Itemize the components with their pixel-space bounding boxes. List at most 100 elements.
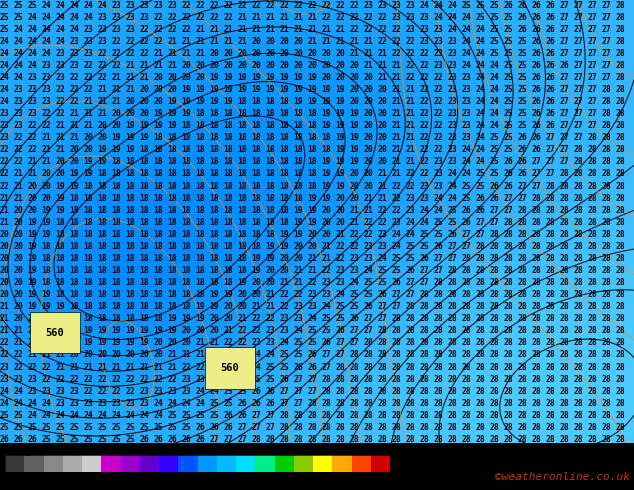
- Text: 24: 24: [27, 49, 37, 58]
- Text: 28: 28: [419, 339, 429, 347]
- Text: 25: 25: [489, 133, 499, 142]
- Text: 18: 18: [223, 278, 233, 287]
- Text: 23: 23: [13, 109, 23, 118]
- Text: 28: 28: [461, 254, 471, 263]
- Text: 23: 23: [153, 0, 163, 9]
- Text: 25: 25: [349, 302, 359, 311]
- Text: 25: 25: [125, 435, 135, 444]
- Text: 22: 22: [307, 278, 317, 287]
- Text: 28: 28: [559, 254, 569, 263]
- Text: 28: 28: [615, 73, 625, 82]
- Text: 25: 25: [97, 423, 107, 432]
- Text: 28: 28: [419, 435, 429, 444]
- Text: 22: 22: [195, 0, 205, 9]
- Text: 22: 22: [279, 302, 289, 311]
- Text: 22: 22: [97, 387, 107, 395]
- Text: 19: 19: [279, 242, 289, 251]
- Text: 18: 18: [195, 133, 205, 142]
- Text: 19: 19: [153, 109, 163, 118]
- Text: 18: 18: [69, 302, 79, 311]
- Text: 28: 28: [447, 326, 457, 335]
- Text: 21: 21: [111, 73, 121, 82]
- Text: 28: 28: [517, 339, 527, 347]
- Text: 21: 21: [237, 37, 247, 46]
- Text: 28: 28: [475, 339, 485, 347]
- Text: 28: 28: [363, 387, 373, 395]
- Text: 20: 20: [195, 61, 205, 70]
- Text: 22: 22: [125, 37, 135, 46]
- Text: 19: 19: [139, 121, 149, 130]
- Text: 27: 27: [391, 302, 401, 311]
- Text: 28: 28: [419, 314, 429, 323]
- Text: 21: 21: [55, 350, 65, 360]
- Text: 28: 28: [559, 374, 569, 384]
- Text: 18: 18: [139, 278, 149, 287]
- Text: 20: 20: [0, 266, 9, 275]
- Text: 25: 25: [0, 0, 9, 9]
- Text: 23: 23: [405, 24, 415, 34]
- Text: 18: 18: [167, 194, 177, 202]
- Text: 18: 18: [265, 181, 275, 191]
- Text: 28: 28: [545, 254, 555, 263]
- Text: 27: 27: [545, 157, 555, 167]
- Text: 25: 25: [27, 0, 37, 9]
- Text: 21: 21: [279, 278, 289, 287]
- Text: 23: 23: [111, 13, 121, 22]
- Text: 23: 23: [139, 13, 149, 22]
- Text: 18: 18: [139, 206, 149, 215]
- Text: 26: 26: [279, 374, 289, 384]
- Text: 28: 28: [559, 230, 569, 239]
- Bar: [82, 455, 101, 472]
- Text: 28: 28: [405, 411, 415, 420]
- Text: 28: 28: [475, 278, 485, 287]
- Text: 27: 27: [601, 49, 611, 58]
- Text: 28: 28: [615, 374, 625, 384]
- Text: 23: 23: [419, 181, 429, 191]
- Text: 24: 24: [153, 399, 163, 408]
- Text: 28: 28: [321, 374, 331, 384]
- Text: 26: 26: [545, 37, 555, 46]
- Text: 26: 26: [503, 181, 513, 191]
- Text: 23: 23: [125, 399, 135, 408]
- Text: 26: 26: [195, 435, 205, 444]
- Text: 24: 24: [0, 37, 9, 46]
- Text: 23: 23: [153, 387, 163, 395]
- Text: 26: 26: [545, 109, 555, 118]
- Text: 22: 22: [377, 37, 387, 46]
- Text: 28: 28: [587, 146, 597, 154]
- Text: 27: 27: [321, 363, 331, 371]
- Text: 21: 21: [307, 37, 317, 46]
- Text: 28: 28: [349, 423, 359, 432]
- Text: 18: 18: [167, 218, 177, 227]
- Text: 27: 27: [587, 109, 597, 118]
- Text: 20: 20: [349, 194, 359, 202]
- Text: 36: 36: [290, 474, 298, 480]
- Text: 21: 21: [167, 350, 177, 360]
- Text: 23: 23: [461, 121, 471, 130]
- Text: 21: 21: [195, 350, 205, 360]
- Bar: [101, 455, 120, 472]
- Text: 24: 24: [27, 399, 37, 408]
- Text: 28: 28: [447, 278, 457, 287]
- Text: 26: 26: [531, 73, 541, 82]
- Text: 21: 21: [405, 121, 415, 130]
- Text: 18: 18: [237, 194, 247, 202]
- Text: 28: 28: [503, 411, 513, 420]
- Text: 23: 23: [335, 278, 345, 287]
- Text: 23: 23: [139, 387, 149, 395]
- Text: 18: 18: [83, 206, 93, 215]
- Text: 23: 23: [41, 73, 51, 82]
- Text: 22: 22: [69, 85, 79, 94]
- Text: 28: 28: [349, 350, 359, 360]
- Text: 28: 28: [531, 435, 541, 444]
- Text: 22: 22: [111, 61, 121, 70]
- Text: 24: 24: [139, 411, 149, 420]
- Text: 21: 21: [181, 37, 191, 46]
- Text: 25: 25: [517, 85, 527, 94]
- Text: 18: 18: [167, 278, 177, 287]
- Text: 24: 24: [69, 411, 79, 420]
- Text: 19: 19: [223, 85, 233, 94]
- Text: 23: 23: [349, 254, 359, 263]
- Text: 28: 28: [503, 423, 513, 432]
- Text: 28: 28: [615, 350, 625, 360]
